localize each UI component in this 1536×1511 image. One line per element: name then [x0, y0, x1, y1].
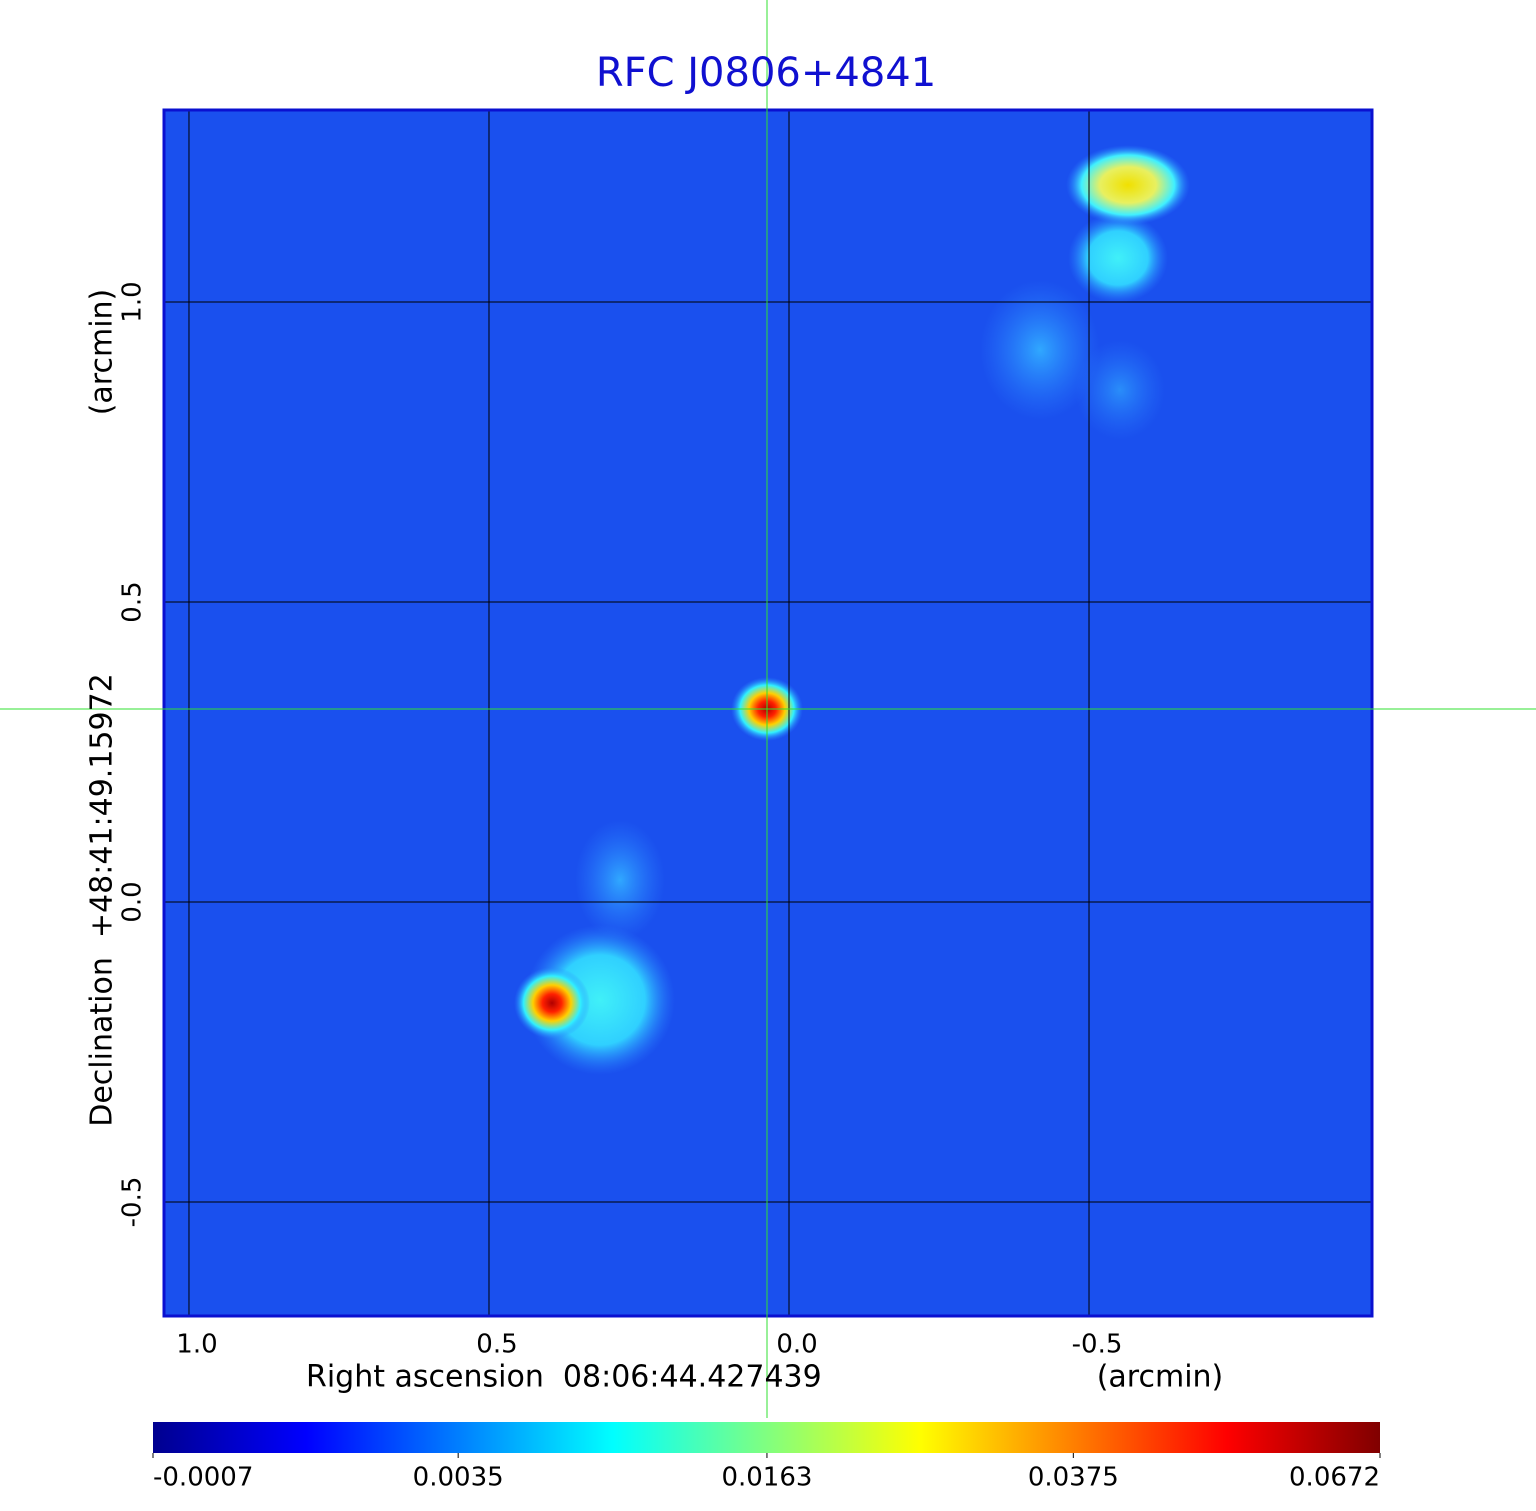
colorbar-tick-label: 0.0375: [1028, 1463, 1119, 1493]
x-tick-label: 0.5: [476, 1330, 517, 1360]
y-tick-label: 1.0: [118, 281, 148, 322]
y-tick-label: 0.0: [118, 881, 148, 922]
sky-image: [163, 109, 1373, 1317]
y-tick-label: 0.5: [118, 581, 148, 622]
plot-frame: [162, 108, 1374, 1318]
colorbar-tick-label: -0.0007: [153, 1463, 253, 1493]
emission: [575, 820, 665, 940]
x-tick-label: 1.0: [176, 1330, 217, 1360]
emission: [980, 280, 1100, 420]
y-axis-unit: (arcmin): [85, 289, 120, 416]
x-axis-label: Right ascension 08:06:44.427439: [306, 1360, 822, 1395]
emission: [1068, 213, 1168, 303]
emission: [1075, 340, 1165, 440]
emission: [514, 967, 590, 1039]
x-tick-label: 0.0: [776, 1330, 817, 1360]
colorbar: [153, 1422, 1380, 1453]
grid: [163, 109, 1373, 1317]
emission: [1066, 145, 1190, 225]
colorbar-tick-label: 0.0035: [413, 1463, 504, 1493]
colorbar-tick-label: 0.0672: [1289, 1463, 1380, 1493]
x-tick-label: -0.5: [1072, 1330, 1123, 1360]
y-tick-label: -0.5: [118, 1177, 148, 1228]
y-axis-label: Declination +48:41:49.15972: [85, 673, 120, 1127]
chart-title: RFC J0806+4841: [596, 50, 936, 96]
colorbar-tick-label: 0.0163: [721, 1463, 812, 1493]
x-axis-unit: (arcmin): [1097, 1360, 1224, 1395]
